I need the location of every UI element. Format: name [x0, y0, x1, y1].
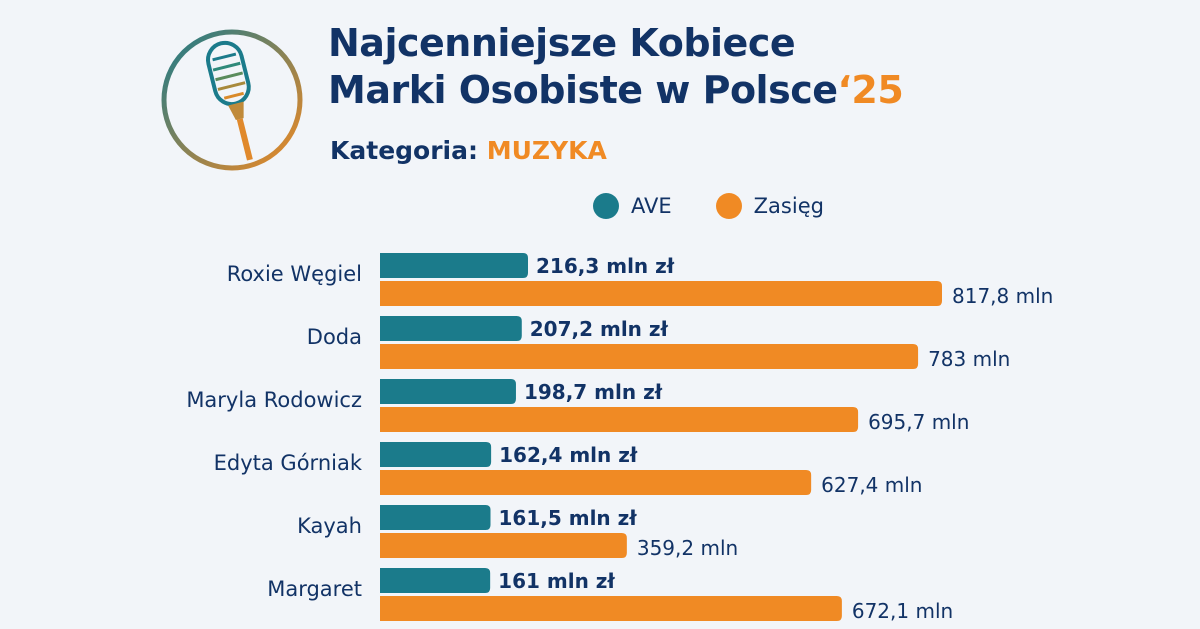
legend-dot-zasieg	[715, 193, 742, 219]
zasieg-bar	[380, 596, 842, 621]
chart-legend: AVE Zasięg	[593, 193, 868, 219]
zasieg-value-label: 817,8 mln	[952, 284, 1053, 308]
category-line: Kategoria: MUZYKA	[330, 136, 607, 165]
ave-value-label: 216,3 mln zł	[536, 254, 675, 278]
ave-bar	[380, 568, 491, 593]
legend-item-ave: AVE	[593, 193, 672, 219]
category-label: Doda	[307, 325, 362, 349]
category-label: Edyta Górniak	[214, 451, 363, 475]
microphone-icon	[205, 40, 253, 161]
title-year: ‘25	[837, 68, 904, 112]
category-label: Maryla Rodowicz	[186, 388, 362, 412]
zasieg-bar	[380, 407, 859, 432]
category-value: MUZYKA	[486, 136, 607, 165]
title-line-2-text: Marki Osobiste w Polsce	[328, 68, 838, 112]
zasieg-value-label: 695,7 mln	[868, 410, 969, 434]
zasieg-bar	[380, 533, 627, 558]
category-label: Kategoria:	[330, 136, 478, 165]
ave-bar	[380, 379, 516, 404]
microphone-logo	[161, 29, 303, 171]
zasieg-bar	[380, 344, 919, 369]
page-title: Najcenniejsze Kobiece Marki Osobiste w P…	[328, 20, 904, 114]
ave-value-label: 198,7 mln zł	[524, 380, 663, 404]
zasieg-bar	[380, 281, 942, 306]
title-line-1: Najcenniejsze Kobiece	[328, 21, 796, 65]
legend-item-zasieg: Zasięg	[715, 193, 824, 219]
legend-dot-ave	[593, 193, 619, 219]
ave-bar	[380, 253, 528, 278]
ave-bar	[380, 316, 522, 341]
zasieg-value-label: 672,1 mln	[852, 599, 953, 623]
zasieg-value-label: 359,2 mln	[637, 536, 738, 560]
ave-value-label: 161 mln zł	[498, 569, 615, 593]
title-line-2: Marki Osobiste w Polsce‘25	[328, 67, 904, 114]
ave-value-label: 161,5 mln zł	[499, 506, 638, 530]
zasieg-value-label: 783 mln	[928, 347, 1010, 371]
legend-label-zasieg: Zasięg	[753, 194, 824, 218]
ave-bar	[380, 442, 492, 467]
ave-bar	[380, 505, 491, 530]
category-label: Kayah	[297, 514, 362, 538]
logo-ring	[161, 29, 303, 171]
ave-value-label: 162,4 mln zł	[499, 443, 638, 467]
ave-value-label: 207,2 mln zł	[530, 317, 669, 341]
zasieg-bar	[380, 470, 812, 495]
category-label: Roxie Węgiel	[227, 262, 362, 286]
legend-label-ave: AVE	[631, 194, 672, 218]
category-label: Margaret	[267, 577, 362, 601]
zasieg-value-label: 627,4 mln	[821, 473, 922, 497]
